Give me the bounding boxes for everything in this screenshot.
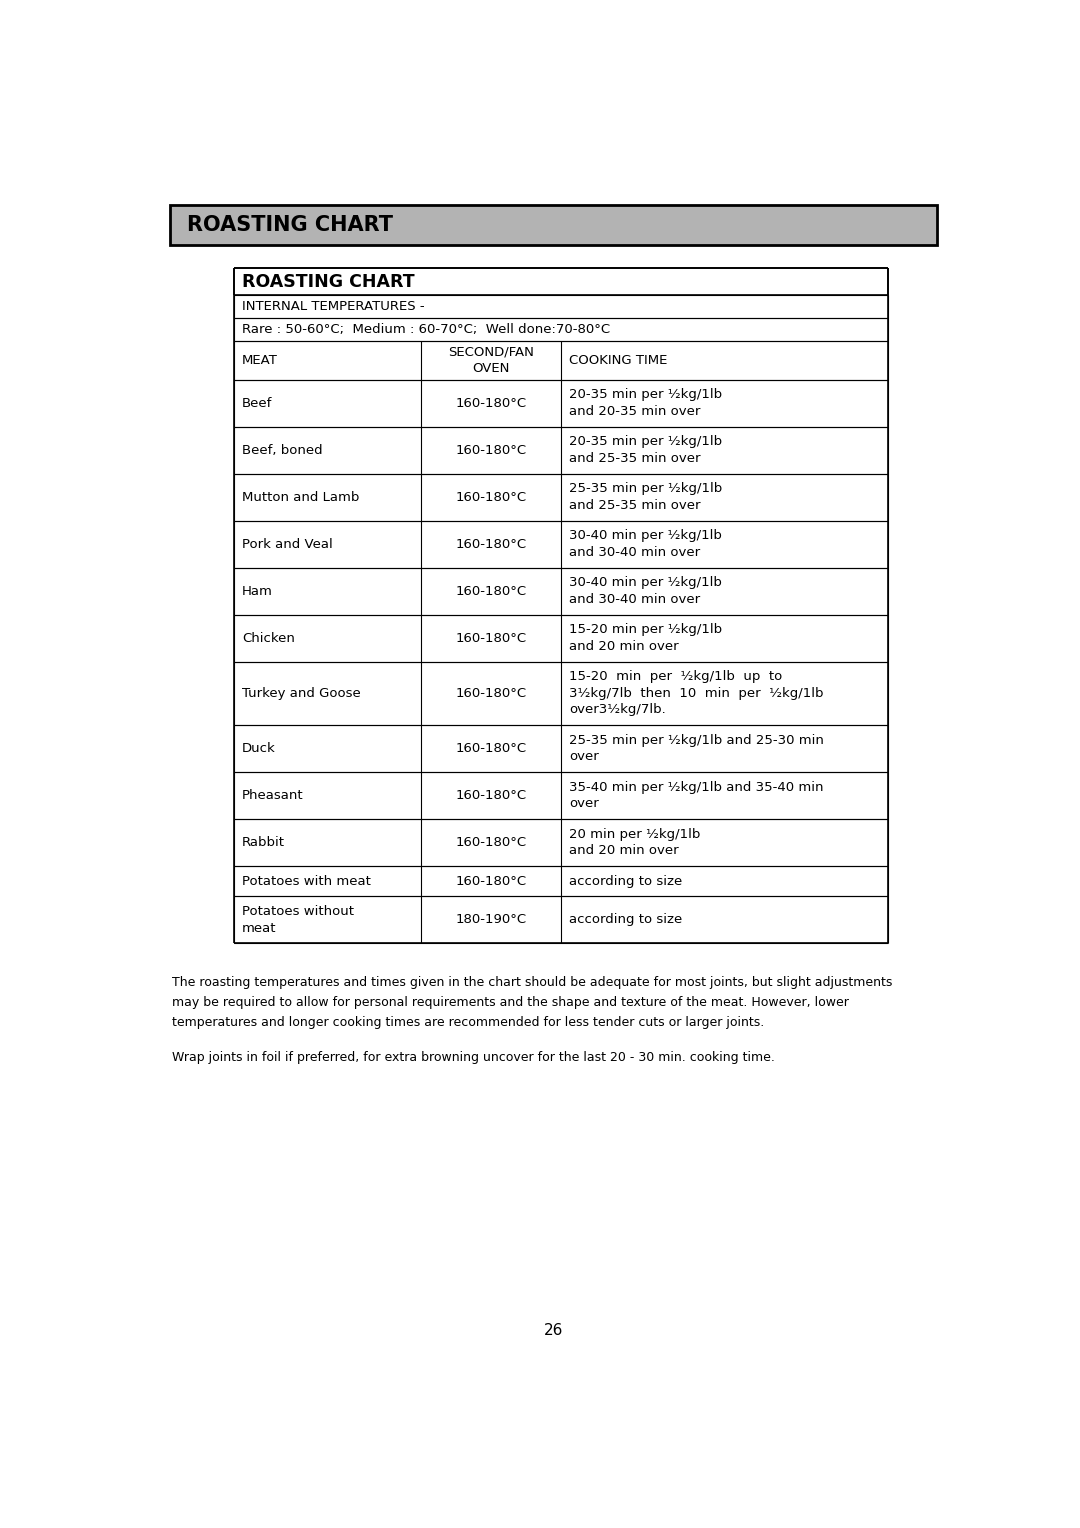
Text: 160-180°C: 160-180°C — [456, 490, 526, 504]
Text: over: over — [569, 798, 598, 810]
Text: according to size: according to size — [569, 874, 683, 888]
Text: 20-35 min per ½kg/1lb: 20-35 min per ½kg/1lb — [569, 388, 723, 402]
Text: according to size: according to size — [569, 914, 683, 926]
Text: Duck: Duck — [242, 743, 275, 755]
Text: and 25-35 min over: and 25-35 min over — [569, 452, 701, 465]
Text: 160-180°C: 160-180°C — [456, 743, 526, 755]
Text: Potatoes without: Potatoes without — [242, 905, 354, 918]
Text: over: over — [569, 750, 598, 764]
Text: 160-180°C: 160-180°C — [456, 397, 526, 410]
Text: 30-40 min per ½kg/1lb: 30-40 min per ½kg/1lb — [569, 576, 721, 590]
Text: 15-20  min  per  ½kg/1lb  up  to: 15-20 min per ½kg/1lb up to — [569, 671, 782, 683]
Text: Wrap joints in foil if preferred, for extra browning uncover for the last 20 - 3: Wrap joints in foil if preferred, for ex… — [172, 1051, 775, 1063]
Text: Beef: Beef — [242, 397, 272, 410]
Text: OVEN: OVEN — [472, 362, 510, 376]
Text: INTERNAL TEMPERATURES -: INTERNAL TEMPERATURES - — [242, 299, 424, 313]
Text: meat: meat — [242, 921, 276, 935]
Text: and 30-40 min over: and 30-40 min over — [569, 545, 700, 559]
Text: Ham: Ham — [242, 585, 273, 597]
Text: ROASTING CHART: ROASTING CHART — [187, 215, 393, 235]
Text: and 20 min over: and 20 min over — [569, 845, 678, 857]
Text: and 20-35 min over: and 20-35 min over — [569, 405, 700, 419]
Text: 160-180°C: 160-180°C — [456, 585, 526, 597]
Text: Rare : 50-60°C;  Medium : 60-70°C;  Well done:70-80°C: Rare : 50-60°C; Medium : 60-70°C; Well d… — [242, 322, 610, 336]
Text: 160-180°C: 160-180°C — [456, 686, 526, 700]
Text: and 30-40 min over: and 30-40 min over — [569, 593, 700, 607]
Text: over3½kg/7lb.: over3½kg/7lb. — [569, 703, 665, 717]
Text: temperatures and longer cooking times are recommended for less tender cuts or la: temperatures and longer cooking times ar… — [172, 1016, 765, 1028]
Text: 180-190°C: 180-190°C — [456, 914, 526, 926]
Text: 160-180°C: 160-180°C — [456, 538, 526, 550]
Text: 35-40 min per ½kg/1lb and 35-40 min: 35-40 min per ½kg/1lb and 35-40 min — [569, 781, 824, 793]
Text: 3½kg/7lb  then  10  min  per  ½kg/1lb: 3½kg/7lb then 10 min per ½kg/1lb — [569, 686, 824, 700]
Text: Mutton and Lamb: Mutton and Lamb — [242, 490, 360, 504]
Text: Pork and Veal: Pork and Veal — [242, 538, 333, 550]
Text: 160-180°C: 160-180°C — [456, 788, 526, 802]
Text: Beef, boned: Beef, boned — [242, 443, 323, 457]
Text: and 25-35 min over: and 25-35 min over — [569, 500, 701, 512]
Text: SECOND/FAN: SECOND/FAN — [448, 345, 534, 359]
Text: 15-20 min per ½kg/1lb: 15-20 min per ½kg/1lb — [569, 623, 723, 636]
Text: Chicken: Chicken — [242, 631, 295, 645]
Text: 26: 26 — [544, 1323, 563, 1339]
Text: 25-35 min per ½kg/1lb and 25-30 min: 25-35 min per ½kg/1lb and 25-30 min — [569, 733, 824, 747]
Text: ROASTING CHART: ROASTING CHART — [242, 272, 415, 290]
Text: may be required to allow for personal requirements and the shape and texture of : may be required to allow for personal re… — [172, 996, 849, 1008]
Text: Potatoes with meat: Potatoes with meat — [242, 874, 370, 888]
Text: 25-35 min per ½kg/1lb: 25-35 min per ½kg/1lb — [569, 483, 723, 495]
Bar — [170, 205, 937, 244]
Text: 160-180°C: 160-180°C — [456, 443, 526, 457]
Text: 160-180°C: 160-180°C — [456, 874, 526, 888]
Text: 20 min per ½kg/1lb: 20 min per ½kg/1lb — [569, 828, 700, 840]
Text: MEAT: MEAT — [242, 354, 278, 367]
Text: 30-40 min per ½kg/1lb: 30-40 min per ½kg/1lb — [569, 529, 721, 542]
Text: 160-180°C: 160-180°C — [456, 836, 526, 850]
Text: and 20 min over: and 20 min over — [569, 640, 678, 652]
Text: COOKING TIME: COOKING TIME — [569, 354, 667, 367]
Text: 20-35 min per ½kg/1lb: 20-35 min per ½kg/1lb — [569, 435, 723, 448]
Text: Pheasant: Pheasant — [242, 788, 303, 802]
Text: Turkey and Goose: Turkey and Goose — [242, 686, 361, 700]
Text: 160-180°C: 160-180°C — [456, 631, 526, 645]
Text: Rabbit: Rabbit — [242, 836, 285, 850]
Text: The roasting temperatures and times given in the chart should be adequate for mo: The roasting temperatures and times give… — [172, 976, 892, 989]
